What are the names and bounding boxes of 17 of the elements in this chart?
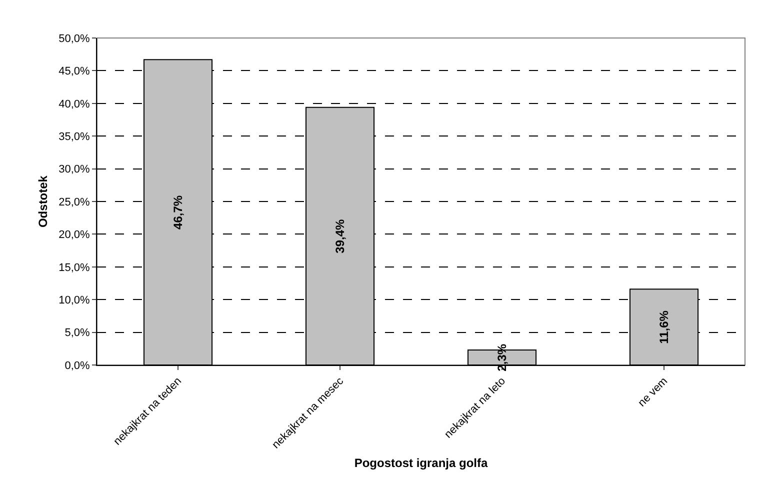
data-label: 11,6% [657,310,671,344]
x-axis-title: Pogostost igranja golfa [354,456,488,470]
y-tick-label: 50,0% [58,32,90,45]
y-tick-label: 0,0% [64,360,90,372]
y-tick-label: 45,0% [58,66,90,78]
data-label: 39,4% [333,218,347,254]
y-axis-title: Odstotek [36,175,50,228]
y-tick-label: 40,0% [58,98,90,110]
y-tick-label: 15,0% [58,262,90,274]
y-tick-label: 20,0% [58,229,90,242]
y-tick-label: 30,0% [58,164,90,176]
y-tick-label: 25,0% [58,196,90,208]
data-label: 46,7% [171,195,185,230]
y-tick-label: 35,0% [58,130,90,143]
y-tick-label: 10,0% [58,294,90,306]
x-tick-label: ne vem [636,375,670,410]
y-tick-label: 5,0% [64,327,90,340]
